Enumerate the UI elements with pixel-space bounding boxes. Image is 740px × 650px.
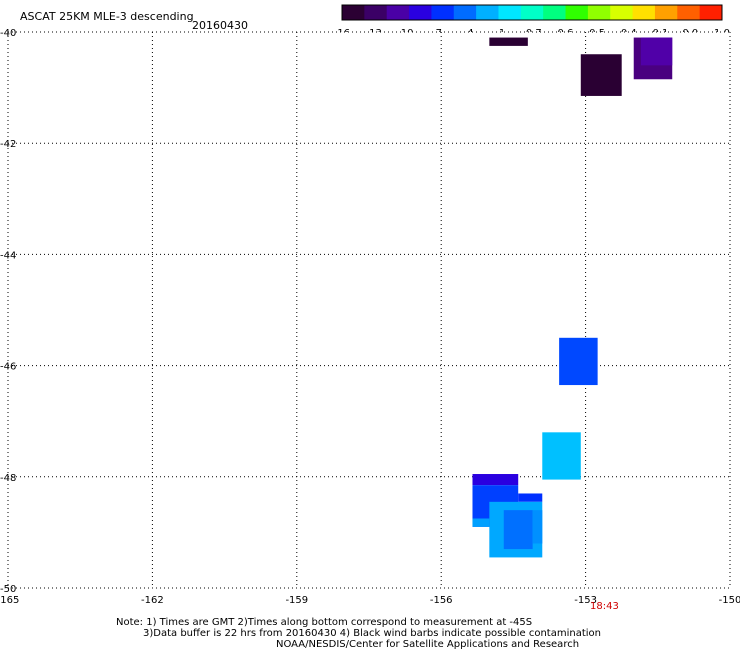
wind-cell <box>580 54 622 96</box>
color-scale-bar <box>341 4 723 21</box>
color-scale-swatch <box>476 5 499 20</box>
wind-cell <box>472 474 519 486</box>
color-scale-swatch <box>453 5 477 20</box>
longitude-tick-label: -159 <box>285 595 308 606</box>
map-background <box>8 32 730 588</box>
color-scale-swatch <box>565 5 589 20</box>
wind-cell <box>559 337 598 386</box>
wind-cell <box>472 518 490 527</box>
footer-credit: NOAA/NESDIS/Center for Satellite Applica… <box>276 639 579 650</box>
map-plot-area: -40-42-44-46-48-50 -165-162-159-156-153-… <box>0 28 740 606</box>
wind-cell <box>542 432 581 480</box>
color-scale-swatch <box>587 5 611 20</box>
color-scale-swatch <box>520 5 544 20</box>
longitude-tick-label: -162 <box>141 595 164 606</box>
color-scale-swatch <box>498 5 522 20</box>
color-scale-swatch <box>342 5 365 20</box>
pass-time-label: 18:43 <box>590 601 619 612</box>
color-scale-swatch <box>677 5 701 20</box>
latitude-tick-label: -42 <box>0 139 16 150</box>
lat-lon-grid <box>7 31 731 589</box>
color-scale-swatch <box>409 5 432 20</box>
wind-data-cells <box>472 37 673 558</box>
latitude-tick-label: -44 <box>0 250 16 261</box>
wind-cell <box>640 37 673 66</box>
footer-note-2: 3)Data buffer is 22 hrs from 20160430 4)… <box>143 628 601 639</box>
color-scale-swatch <box>543 5 567 20</box>
longitude-tick-label: -150 <box>719 595 740 606</box>
color-scale-swatch <box>386 5 410 20</box>
wind-cell <box>532 510 543 544</box>
color-scale-swatch <box>610 5 634 20</box>
longitude-tick-label: -156 <box>430 595 453 606</box>
longitude-labels: -165 -162 -159 -156 -153 -150 <box>0 595 740 606</box>
wind-cell <box>503 510 533 550</box>
latitude-tick-label: -48 <box>0 473 16 484</box>
color-scale-swatch <box>699 5 723 20</box>
longitude-tick-label: -153 <box>574 595 597 606</box>
color-scale-frame <box>341 4 723 21</box>
color-scale-swatch <box>632 5 656 20</box>
color-scale-swatch <box>431 5 455 20</box>
latitude-labels: -40 -42 -44 -46 -48 -50 <box>0 28 16 595</box>
latitude-tick-label: -40 <box>0 28 16 39</box>
wind-cell <box>489 37 528 46</box>
latitude-tick-label: -46 <box>0 362 16 373</box>
wind-cell <box>518 493 543 502</box>
color-scale-swatch <box>364 5 388 20</box>
longitude-tick-label: -165 <box>0 595 19 606</box>
product-title: ASCAT 25KM MLE-3 descending <box>20 10 194 23</box>
color-scale-swatch <box>654 5 678 20</box>
footer-note-1: Note: 1) Times are GMT 2)Times along bot… <box>116 617 532 628</box>
latitude-tick-label: -50 <box>0 584 16 595</box>
product-date: 20160430 <box>192 19 248 32</box>
